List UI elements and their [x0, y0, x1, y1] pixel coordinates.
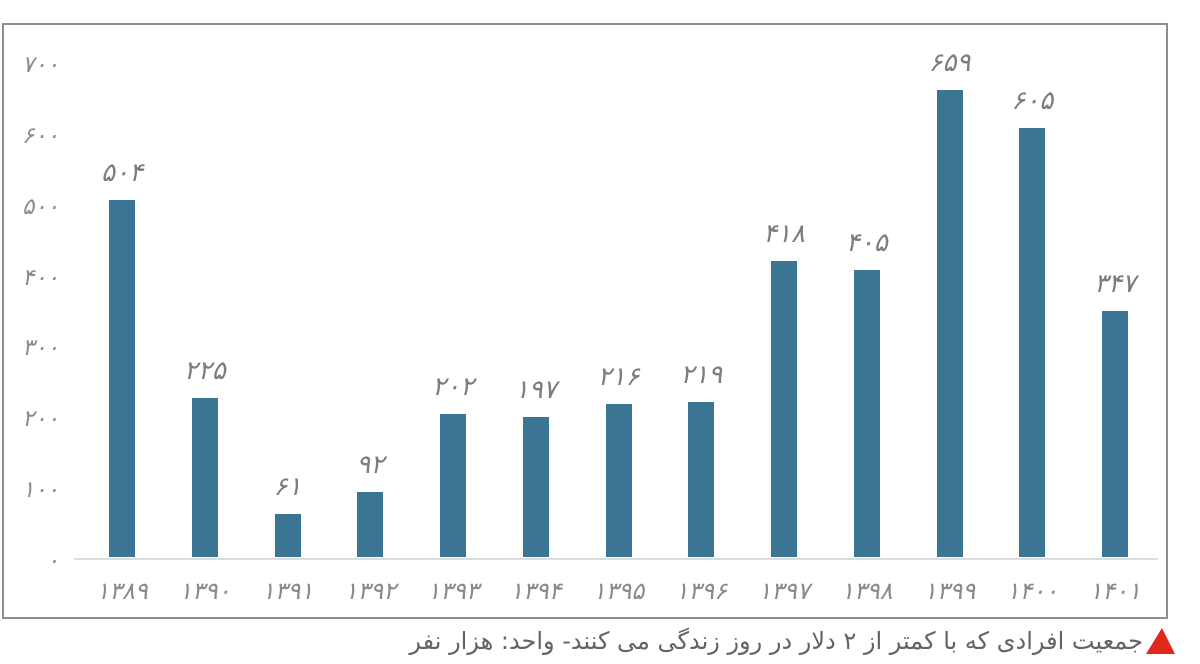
bar: [274, 514, 301, 557]
bar-value-label: ۵۰۴: [101, 158, 143, 188]
x-axis-tick-label: ۱۳۸۹: [96, 577, 148, 605]
chart-caption: جمعیت افرادی که با کمتر از ۲ دلار در روز…: [409, 623, 1175, 659]
y-axis-tick-label: ۳۰۰: [21, 335, 59, 362]
bar: [357, 492, 384, 557]
bar-value-label: ۲۲۵: [183, 356, 226, 386]
bar-value-label: ۴۱۸: [763, 219, 805, 249]
x-axis-tick-label: ۱۳۹۳: [427, 577, 479, 605]
bar-value-label: ۲۰۲: [432, 372, 474, 402]
bar-value-label: ۲۱۶: [597, 362, 640, 392]
bar: [605, 404, 632, 557]
bar: [191, 398, 218, 557]
y-axis-tick-label: ۲۰۰: [21, 406, 59, 433]
x-axis-tick-label: ۱۳۹۵: [592, 577, 645, 605]
bar: [853, 270, 880, 557]
caption-text: جمعیت افرادی که با کمتر از ۲ دلار در روز…: [409, 627, 1143, 655]
bar: [522, 417, 549, 557]
bar-value-label: ۲۱۹: [680, 360, 723, 390]
bar: [440, 414, 466, 557]
x-axis-tick-label: ۱۴۰۱: [1089, 577, 1141, 605]
plot-area: ۷۰۰ ۶۰۰ ۵۰۰ ۴۰۰ ۳۰۰ ۲۰۰ ۱۰۰ ۰ ۵۰۴ ۲۲۵ ۶۱ ۹۲ ۲۰۲ ۱۹۷ ۲…: [4, 25, 1166, 617]
x-axis-line: [74, 558, 1158, 560]
bar: [1102, 311, 1128, 557]
bar: [1019, 128, 1046, 557]
x-axis-tick-label: ۱۳۹۴: [509, 577, 562, 605]
x-axis-tick-label: ۱۳۹۹: [923, 577, 976, 605]
x-axis-tick-label: ۱۳۹۱: [261, 577, 314, 605]
y-axis-tick-label: ۰: [46, 548, 59, 574]
bar: [771, 261, 797, 557]
x-axis-tick-label: ۱۳۹۲: [344, 577, 397, 605]
bar-value-label: ۳۴۷: [1094, 269, 1136, 299]
bar-value-label: ۹۲: [356, 450, 385, 480]
x-axis-tick-label: ۱۳۹۷: [758, 577, 810, 605]
bar-value-label: ۴۰۵: [845, 228, 888, 258]
red-flag-icon: [1146, 628, 1175, 654]
y-axis-tick-label: ۵۰۰: [21, 193, 59, 220]
x-axis-tick-label: ۱۴۰۰: [1006, 577, 1059, 605]
bar-value-label: ۶۵۹: [928, 48, 971, 78]
bar: [109, 200, 135, 557]
chart-frame: ۷۰۰ ۶۰۰ ۵۰۰ ۴۰۰ ۳۰۰ ۲۰۰ ۱۰۰ ۰ ۵۰۴ ۲۲۵ ۶۱ ۹۲ ۲۰۲ ۱۹۷ ۲…: [2, 23, 1168, 619]
bar-value-label: ۶۰۵: [1011, 86, 1054, 116]
bar: [688, 402, 715, 557]
x-axis-tick-label: ۱۳۹۰: [178, 577, 231, 605]
y-axis-tick-label: ۷۰۰: [21, 52, 59, 78]
x-axis-tick-label: ۱۳۹۸: [840, 577, 893, 605]
y-axis-tick-label: ۴۰۰: [21, 264, 59, 291]
y-axis-tick-label: ۶۰۰: [21, 122, 59, 149]
y-axis-tick-label: ۱۰۰: [21, 477, 59, 504]
bar-value-label: ۱۹۷: [514, 375, 557, 405]
bar-value-label: ۶۱: [273, 472, 302, 502]
bar: [936, 90, 963, 557]
x-axis-tick-label: ۱۳۹۶: [675, 577, 728, 605]
